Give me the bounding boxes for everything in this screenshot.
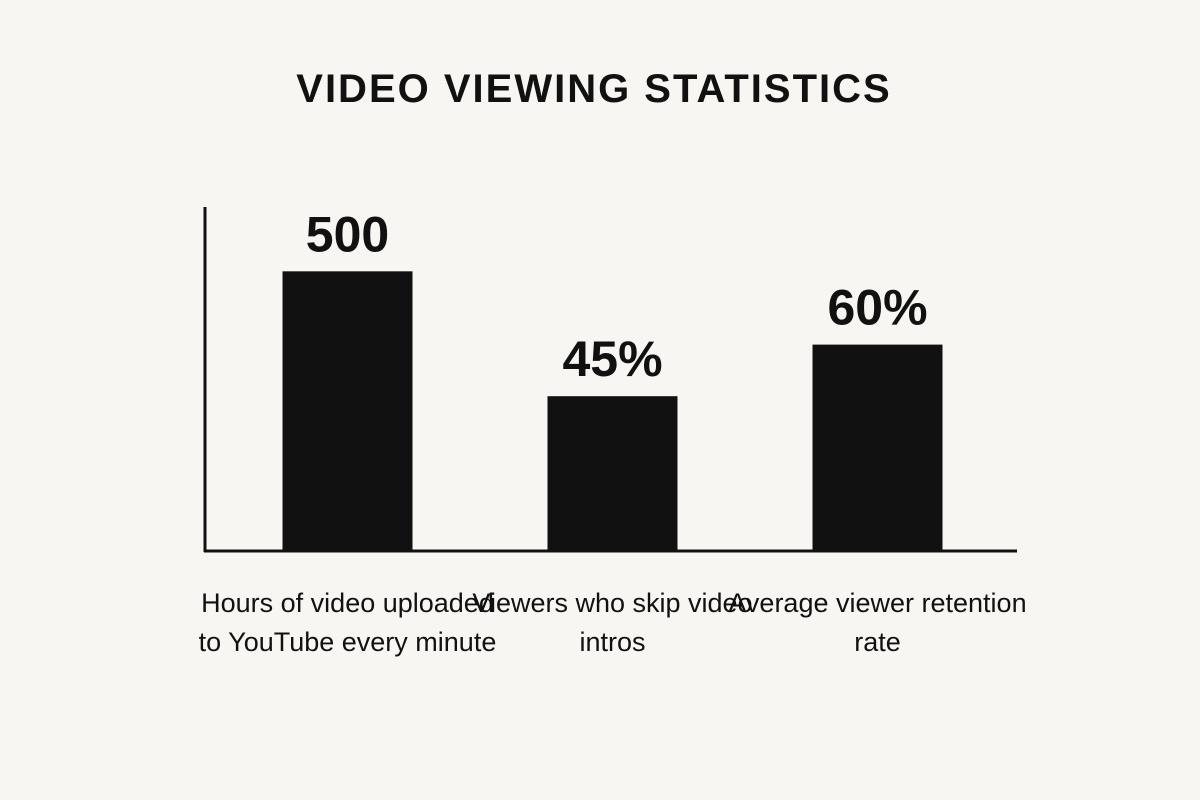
x-tick-label: Viewers who skip video intros xyxy=(472,588,753,657)
chart-title: VIDEO VIEWING STATISTICS xyxy=(296,67,891,111)
bar xyxy=(547,396,678,551)
bar xyxy=(282,271,413,551)
value-label: 45% xyxy=(562,331,662,387)
x-tick-label: Hours of video uploaded to YouTube every… xyxy=(198,588,497,657)
value-label: 500 xyxy=(306,206,389,262)
bar xyxy=(812,344,943,551)
x-tick-label: Average viewer retention rate xyxy=(728,588,1027,657)
value-label: 60% xyxy=(827,280,927,336)
